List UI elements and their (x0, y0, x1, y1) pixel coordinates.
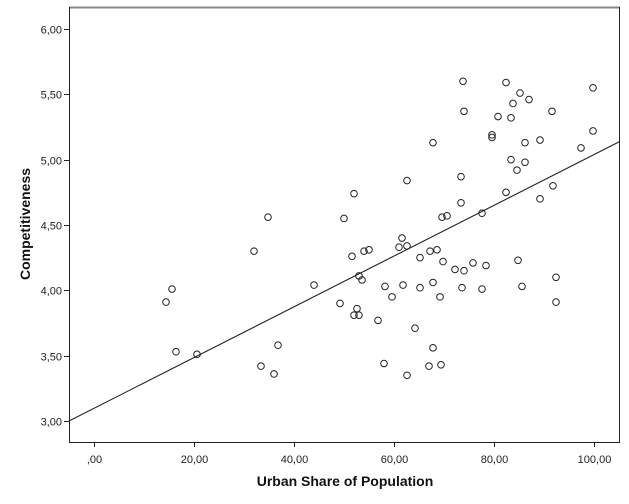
data-point (168, 285, 176, 293)
data-point (460, 107, 468, 116)
data-point (416, 253, 424, 262)
data-point (513, 166, 521, 174)
data-point (429, 344, 437, 352)
data-point (162, 298, 170, 306)
data-point (355, 311, 363, 319)
data-point (589, 127, 597, 135)
data-point (488, 131, 496, 139)
data-points (162, 77, 597, 380)
data-point (494, 112, 502, 121)
data-point (365, 246, 373, 254)
data-point (509, 99, 517, 108)
data-point (310, 281, 318, 289)
data-point (507, 114, 515, 122)
data-point (521, 138, 529, 147)
data-point (340, 214, 348, 223)
regression-line (68, 140, 621, 422)
data-point (381, 282, 389, 291)
x-tick-label: ,00 (87, 454, 102, 466)
data-point (433, 246, 441, 254)
x-axis-title: Urban Share of Population (257, 473, 434, 489)
data-point (469, 259, 477, 267)
x-tick-label: 20,00 (181, 454, 209, 466)
data-point (374, 316, 382, 325)
data-point (411, 324, 419, 333)
data-point (416, 283, 424, 292)
y-axis-title: Competitiveness (17, 168, 33, 280)
data-point (460, 266, 468, 275)
y-tick-label: 6,00 (41, 25, 62, 37)
data-point (552, 298, 560, 306)
y-tick-label: 5,00 (41, 156, 62, 168)
data-point (438, 213, 446, 221)
data-point (257, 362, 265, 370)
data-point (488, 133, 496, 142)
data-point (451, 265, 459, 274)
data-point (436, 293, 444, 301)
data-point (403, 371, 411, 380)
data-point (507, 155, 515, 164)
data-point (516, 89, 524, 97)
data-point (437, 361, 445, 369)
data-point (360, 247, 368, 255)
data-point (518, 282, 526, 291)
plot-frame (69, 6, 620, 443)
data-point (458, 283, 466, 292)
data-point (358, 276, 366, 284)
y-axis: 3,00 3,50 4,00 4,50 5,00 5,50 6,00 (41, 25, 69, 429)
x-tick-label: 60,00 (381, 454, 409, 466)
data-point (350, 311, 358, 319)
data-point (250, 247, 258, 255)
data-point (482, 261, 490, 270)
y-tick-label: 3,50 (41, 352, 62, 364)
data-point (426, 247, 434, 255)
data-point (502, 78, 510, 87)
data-point (429, 138, 437, 147)
data-point (336, 299, 344, 308)
data-point (403, 176, 411, 185)
data-point (380, 359, 388, 368)
data-point (264, 213, 272, 221)
data-point (459, 77, 467, 86)
data-point (457, 198, 465, 207)
x-axis: ,00 20,00 40,00 60,00 80,00 100,00 (87, 442, 611, 466)
data-point (274, 341, 282, 350)
data-point (552, 273, 560, 282)
data-point (353, 304, 361, 313)
data-point (514, 256, 522, 265)
data-point (429, 278, 437, 287)
data-point (577, 144, 585, 152)
data-point (536, 136, 544, 144)
data-point (270, 370, 278, 378)
data-point (548, 107, 556, 116)
data-point (439, 257, 447, 266)
y-tick-label: 4,50 (41, 221, 62, 233)
data-point (395, 243, 403, 252)
x-tick-label: 80,00 (481, 454, 509, 466)
y-tick-label: 3,00 (41, 417, 62, 429)
data-point (443, 212, 451, 220)
data-point (549, 181, 557, 190)
data-point (502, 188, 510, 197)
data-point (350, 189, 358, 198)
data-point (536, 195, 544, 203)
x-tick-label: 100,00 (578, 454, 612, 466)
y-tick-label: 4,00 (41, 286, 62, 298)
data-point (388, 293, 396, 301)
x-tick-label: 40,00 (281, 454, 309, 466)
data-point (589, 83, 597, 92)
data-point (525, 95, 533, 104)
data-point (399, 281, 407, 289)
data-point (398, 234, 406, 242)
data-point (348, 252, 356, 261)
data-point (425, 362, 433, 370)
data-point (478, 285, 486, 293)
data-point (172, 347, 180, 356)
data-point (457, 172, 465, 181)
fit-line (68, 140, 621, 422)
data-point (521, 158, 529, 167)
y-tick-label: 5,50 (41, 90, 62, 102)
